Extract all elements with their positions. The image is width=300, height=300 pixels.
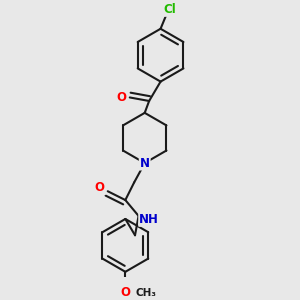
- Text: CH₃: CH₃: [135, 288, 156, 298]
- Text: N: N: [140, 157, 150, 169]
- Text: O: O: [116, 91, 126, 104]
- Text: O: O: [95, 181, 105, 194]
- Text: O: O: [120, 286, 130, 299]
- Text: Cl: Cl: [163, 3, 176, 16]
- Text: NH: NH: [139, 213, 159, 226]
